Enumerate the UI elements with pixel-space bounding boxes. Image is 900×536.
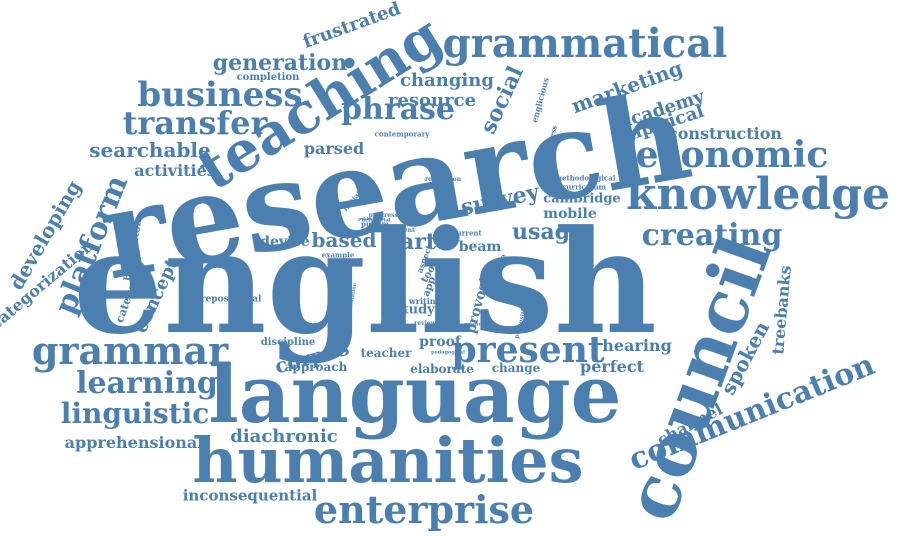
word-pedagogical: pedagogical [431, 349, 465, 356]
word-prepositional: prepositional [194, 294, 262, 305]
word-influential: influential [361, 217, 391, 224]
word-enterprise: enterprise [313, 487, 535, 532]
word-methodological: methodological [554, 173, 616, 183]
word-changing: changing [400, 70, 494, 91]
word-discipline: discipline [260, 337, 316, 348]
word-writing: writing [408, 296, 442, 306]
word-business: business [137, 75, 303, 115]
word-recent: recent [393, 227, 415, 234]
word-curriculum: curriculum [562, 182, 606, 192]
word-subtype: subtype [383, 316, 405, 323]
word-art: art [399, 229, 437, 255]
word-diachronic: diachronic [230, 426, 338, 447]
word-current: current [452, 228, 482, 238]
word-learning: learning [76, 366, 218, 401]
word-grammatical: grammatical [442, 20, 728, 67]
word-teacher: teacher [360, 346, 412, 360]
word-usage: usage [511, 219, 585, 245]
word-linguistic: linguistic [60, 397, 210, 430]
word-inconsequential: inconsequential [182, 486, 318, 505]
word-grammar: grammar [31, 328, 229, 373]
word-humanities: humanities [192, 424, 584, 497]
word-mobile: mobile [543, 206, 597, 222]
word-publication: publication [358, 216, 384, 221]
word-knowledge: knowledge [626, 169, 890, 220]
word-review: review [414, 320, 436, 327]
word-construction: construction [667, 124, 783, 143]
word-study: study [395, 302, 435, 318]
word-economic: economic [635, 134, 829, 176]
word-progressive: progressive [368, 212, 408, 219]
word-realization: realization [424, 176, 462, 183]
word-device: device [260, 234, 310, 250]
word-searchable: searchable [89, 138, 211, 162]
word-generation: generation [212, 50, 348, 76]
word-language: language [208, 347, 622, 441]
word-proof: proof [419, 334, 461, 350]
word-pullum: pullum [361, 219, 389, 229]
word-change: change [491, 361, 541, 375]
word-treebanks: treebanks [768, 264, 795, 356]
word-transfer: transfer [122, 104, 268, 142]
word-resource: resource [387, 90, 477, 111]
word-phrase: phrase [340, 92, 456, 127]
word-apprehensional: apprehensional [64, 433, 204, 452]
word-perfect: perfect [580, 357, 644, 376]
word-elaborate: elaborate [410, 362, 474, 376]
word-grammars: grammars [463, 321, 493, 328]
word-beam: beam [458, 239, 502, 255]
word-english: english [73, 200, 657, 366]
word-example: example [321, 250, 355, 260]
word-approach: approach [284, 360, 348, 374]
word-hearing: hearing [602, 336, 672, 355]
word-based: based [311, 228, 377, 252]
word-present: present [451, 329, 605, 371]
word-creating: creating [641, 218, 783, 253]
word-completion: completion [236, 72, 300, 83]
word-rodney: rodney [380, 306, 408, 316]
word-activities: activities [134, 161, 216, 180]
word-parsed: parsed [303, 139, 365, 158]
word-contemporary: contemporary [374, 129, 430, 139]
word-cambridge: cambridge [543, 191, 621, 207]
